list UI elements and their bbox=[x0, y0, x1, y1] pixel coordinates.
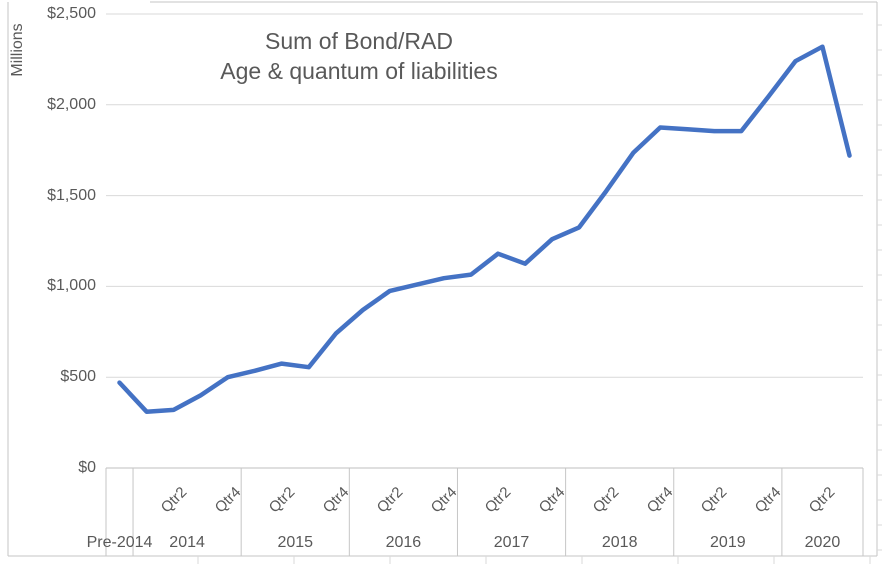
chart-title: Sum of Bond/RAD Age & quantum of liabili… bbox=[159, 26, 559, 86]
y-axis-title: Millions bbox=[9, 23, 26, 77]
chart-title-line2: Age & quantum of liabilities bbox=[220, 58, 498, 84]
series-line bbox=[117, 44, 852, 414]
chart-title-line1: Sum of Bond/RAD bbox=[265, 28, 453, 54]
